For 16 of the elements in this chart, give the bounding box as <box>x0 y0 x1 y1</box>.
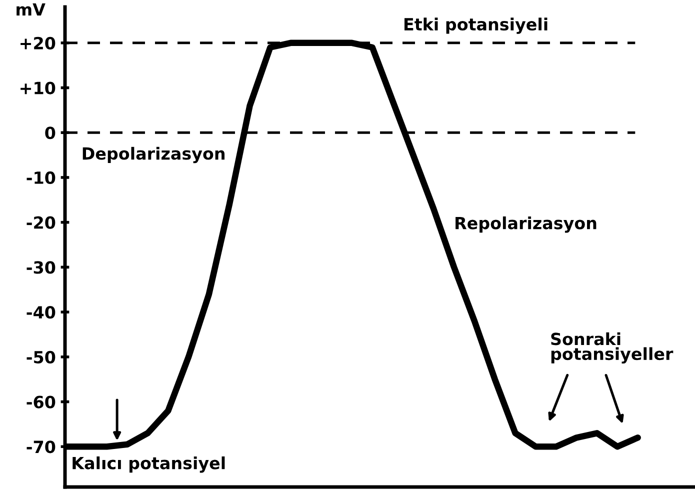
annotation: Sonraki potansiyeller <box>551 332 674 364</box>
annotation: Depolarizasyon <box>82 146 224 164</box>
annotation: Etki potansiyeli <box>404 18 548 34</box>
y-tick-label: -40 <box>26 306 56 319</box>
y-tick-label: -60 <box>26 396 56 408</box>
y-tick-label: -20 <box>26 216 56 229</box>
y-tick-label: -10 <box>26 171 56 184</box>
y-tick-label: +10 <box>20 82 56 94</box>
y-tick-label: +20 <box>20 36 56 50</box>
y-tick-label: -50 <box>26 350 56 364</box>
y-tick-label: 0 <box>45 126 56 140</box>
y-tick-label: -70 <box>26 440 56 454</box>
annotation: Repolarizasyon <box>456 216 596 233</box>
y-axis-title: mV <box>16 3 46 16</box>
y-tick-label: -30 <box>26 261 56 274</box>
annotation: Kalıcı potansiyel <box>72 456 225 473</box>
